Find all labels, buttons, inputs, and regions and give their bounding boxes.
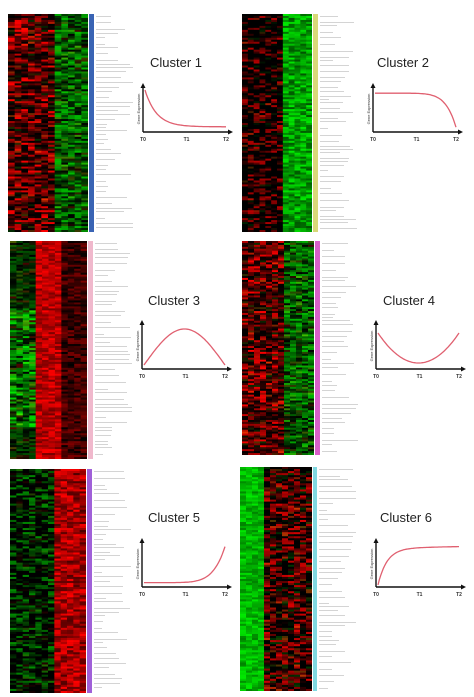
cluster-4-title: Cluster 4 [383, 293, 436, 308]
y-axis-label: Gene Expression [135, 331, 140, 362]
x-tick-label: T0 [373, 592, 379, 598]
cluster-2-heatmap [242, 14, 312, 232]
x-tick-label: T2 [453, 137, 459, 143]
cluster-4-heatmap [242, 241, 314, 455]
y-axis-label: Gene Expression [135, 549, 140, 580]
y-axis-label: Gene Expression [366, 94, 371, 125]
y-axis-label: Gene Expression [369, 331, 374, 362]
x-tick-label: T0 [140, 137, 146, 143]
cluster-2-expression-plot: Gene Expression T0 T1 T2 [364, 82, 464, 144]
cluster-1-sidebar [89, 14, 94, 232]
cluster-6-heatmap [240, 467, 312, 691]
x-tick-label: T2 [222, 374, 228, 380]
cluster-3-expression-plot: Gene Expression T0 T1 T2 [133, 319, 233, 381]
cluster-5-sidebar [87, 469, 92, 693]
cluster-4-expression-plot: Gene Expression T0 T1 T2 [367, 319, 467, 381]
x-tick-label: T1 [414, 137, 420, 143]
plot-axes [140, 83, 233, 135]
x-tick-label: T1 [184, 137, 190, 143]
x-tick-label: T2 [456, 592, 462, 598]
cluster-4-panel: Cluster 4 Gene Expression T0 T1 T2 [237, 237, 474, 459]
cluster-1-panel: Cluster 1 Gene Expression T0 T1 T2 [0, 0, 237, 232]
x-tick-label: T0 [139, 592, 145, 598]
cluster-2-title: Cluster 2 [377, 55, 430, 70]
cluster-6-panel: Cluster 6 Gene Expression T0 T1 T2 [237, 465, 474, 697]
cluster-3-panel: Cluster 3 Gene Expression T0 T1 T2 [0, 237, 237, 459]
cluster-4-gene-list [321, 241, 361, 455]
x-tick-label: T2 [456, 374, 462, 380]
plot-axes [370, 83, 463, 135]
cluster-3-title: Cluster 3 [148, 293, 201, 308]
expression-curve [143, 328, 226, 366]
expression-curve [144, 89, 226, 128]
y-axis-label: Gene Expression [136, 94, 141, 125]
cluster-6-expression-plot: Gene Expression T0 T1 T2 [367, 537, 467, 599]
cluster-3-sidebar [88, 241, 93, 459]
cluster-3-heatmap [10, 241, 87, 459]
expression-curve [144, 546, 226, 584]
expression-curve [377, 332, 460, 364]
cluster-5-expression-plot: Gene Expression T0 T1 T2 [133, 537, 233, 599]
cluster-2-sidebar [313, 14, 318, 232]
plot-axes [139, 320, 232, 372]
cluster-5-title: Cluster 5 [148, 510, 201, 525]
x-tick-label: T0 [370, 137, 376, 143]
x-tick-label: T0 [373, 374, 379, 380]
cluster-3-gene-list [94, 241, 134, 459]
x-tick-label: T1 [417, 592, 423, 598]
cluster-1-heatmap [8, 14, 88, 232]
cluster-6-title: Cluster 6 [380, 510, 433, 525]
x-tick-label: T0 [139, 374, 145, 380]
cluster-1-expression-plot: Gene Expression T0 T1 T2 [134, 82, 234, 144]
cluster-1-title: Cluster 1 [150, 55, 203, 70]
y-axis-label: Gene Expression [369, 549, 374, 580]
x-tick-label: T1 [183, 374, 189, 380]
cluster-4-sidebar [315, 241, 320, 455]
expression-curve [375, 92, 457, 128]
x-tick-label: T1 [183, 592, 189, 598]
plot-axes [373, 320, 466, 372]
plot-axes [139, 538, 232, 590]
cluster-1-gene-list [95, 14, 135, 232]
x-tick-label: T2 [223, 137, 229, 143]
x-tick-label: T2 [222, 592, 228, 598]
cluster-6-gene-list [318, 467, 358, 691]
expression-curve [377, 545, 459, 586]
cluster-6-sidebar [313, 467, 317, 691]
cluster-5-panel: Cluster 5 Gene Expression T0 T1 T2 [0, 465, 237, 697]
cluster-5-gene-list [93, 469, 133, 693]
plot-axes [373, 538, 466, 590]
cluster-2-gene-list [319, 14, 359, 232]
x-tick-label: T1 [417, 374, 423, 380]
cluster-2-panel: Cluster 2 Gene Expression T0 T1 T2 [237, 0, 474, 232]
cluster-5-heatmap [10, 469, 86, 693]
